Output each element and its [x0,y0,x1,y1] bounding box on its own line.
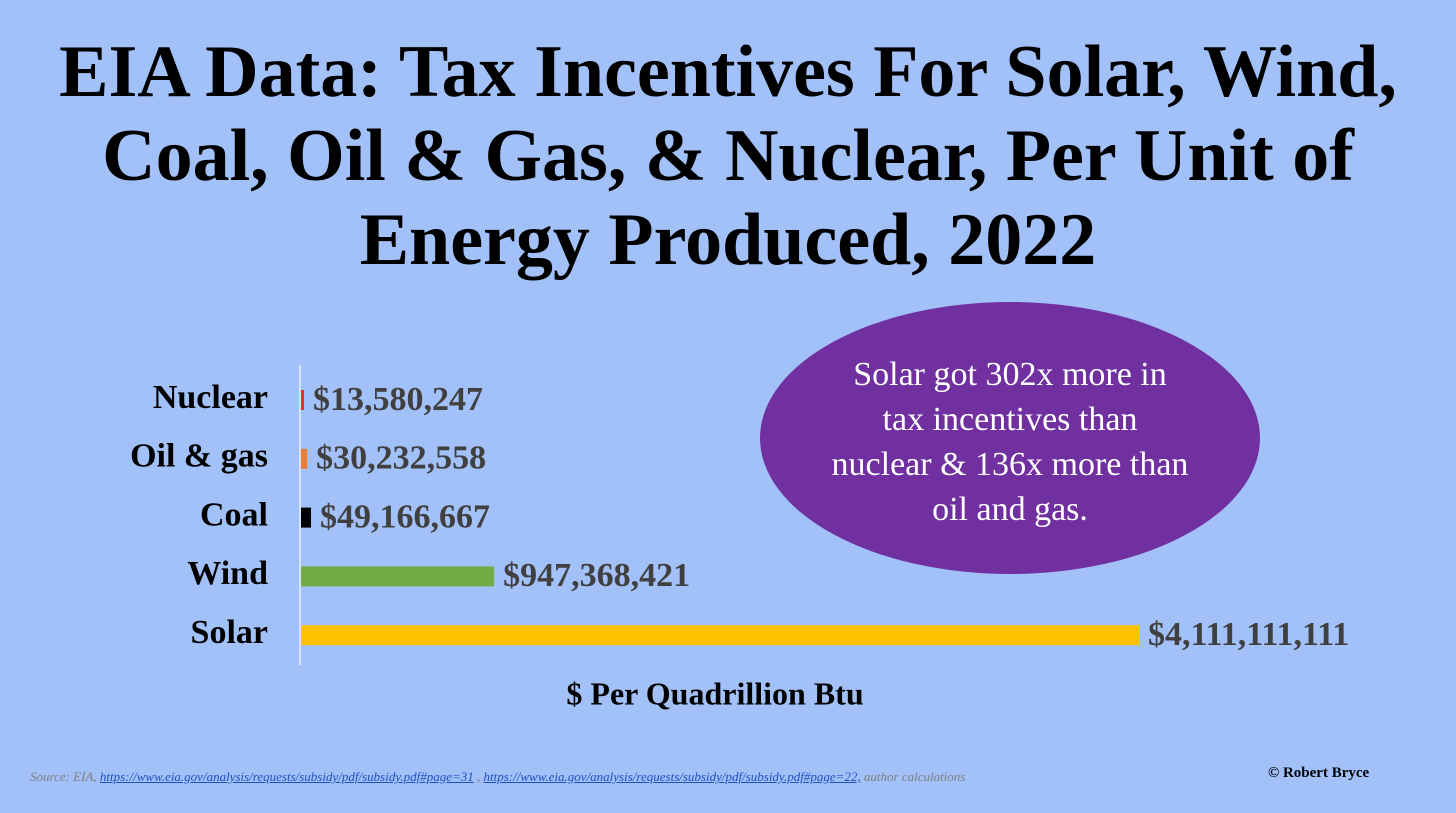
bar [301,566,495,587]
credit: © Robert Bryce [1268,765,1370,781]
annotation: Solar got 302x more in tax incentives th… [831,356,1189,528]
value-label: $30,232,558 [316,440,486,477]
y-tick-label: Nuclear [153,379,268,416]
y-tick-label: Coal [200,496,268,533]
source: Source: EIA, https://www.eia.gov/analysi… [30,769,965,785]
value-label: $13,580,247 [313,381,483,418]
bar [301,625,1139,646]
bar [301,507,312,528]
value-label: $49,166,667 [320,498,490,535]
y-tick-label: Oil & gas [130,438,268,475]
value-label: $947,368,421 [503,557,690,594]
source-text: author calculations [863,769,966,784]
bar [301,390,304,410]
callout-bubble [760,302,1260,574]
source-text: Source: EIA, [30,769,97,784]
value-label: $4,111,111,111 [1148,616,1349,653]
chart-title: EIA Data: Tax Incentives For Solar, Wind… [59,31,1397,281]
y-tick-label: Solar [191,614,268,651]
source-link[interactable]: https://www.eia.gov/analysis/requests/su… [99,769,474,784]
y-tick-label: Wind [187,555,268,592]
source-text: , [477,769,481,784]
source-link[interactable]: https://www.eia.gov/analysis/requests/su… [483,769,861,784]
bar [301,448,308,469]
x-axis-label: $ Per Quadrillion Btu [566,675,863,711]
